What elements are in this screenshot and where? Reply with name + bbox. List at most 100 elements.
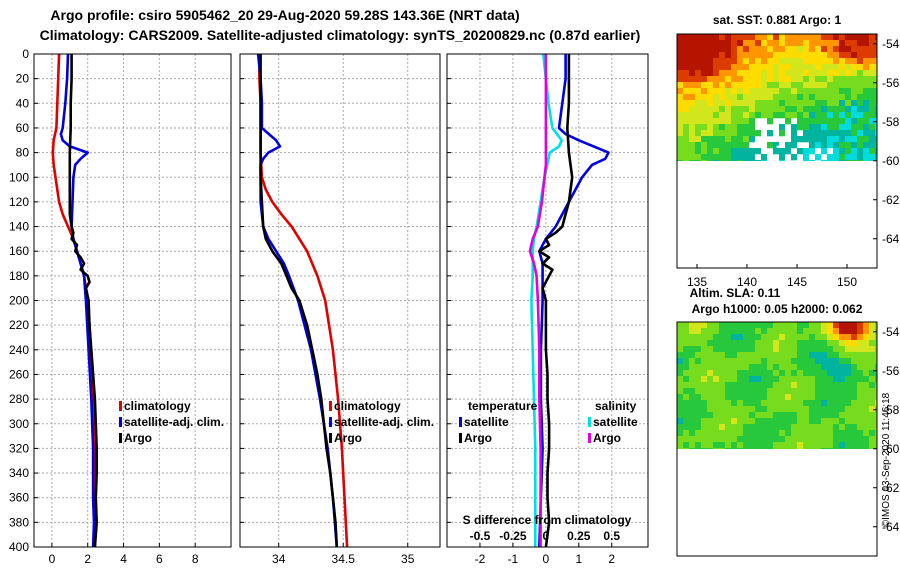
heatmap-cell <box>743 154 749 161</box>
heatmap-cell <box>779 388 785 395</box>
heatmap-cell <box>683 106 689 113</box>
y-tick-label: 140 <box>9 220 29 234</box>
heatmap-cell <box>797 58 803 65</box>
heatmap-cell <box>713 40 719 47</box>
heatmap-cell <box>689 370 695 377</box>
heatmap-cell <box>815 130 821 137</box>
heatmap-cell <box>809 418 815 425</box>
heatmap-cell <box>767 328 773 335</box>
heatmap-cell <box>719 118 725 125</box>
heatmap-cell <box>737 154 743 161</box>
heatmap-cell <box>713 442 719 449</box>
heatmap-cell <box>701 430 707 437</box>
heatmap-cell <box>755 448 761 450</box>
heatmap-cell <box>821 88 827 95</box>
y-tick-label: 40 <box>16 96 30 110</box>
heatmap-cell <box>701 388 707 395</box>
heatmap-cell <box>833 76 839 83</box>
heatmap-cell <box>737 376 743 383</box>
heatmap-cell <box>803 400 809 407</box>
heatmap-cell <box>761 112 767 119</box>
heatmap-cell <box>815 94 821 101</box>
heatmap-cell <box>869 94 875 101</box>
heatmap-cell <box>833 130 839 137</box>
heatmap-cell <box>845 436 851 443</box>
heatmap-cell <box>713 112 719 119</box>
heatmap-cell <box>707 400 713 407</box>
heatmap-cell <box>785 388 791 395</box>
heatmap-cell <box>731 34 737 41</box>
heatmap-cell <box>821 346 827 353</box>
heatmap-cell <box>767 82 773 89</box>
heatmap-cell <box>731 64 737 71</box>
heatmap-cell <box>815 430 821 437</box>
heatmap-cell <box>803 358 809 365</box>
heatmap-cell <box>713 130 719 137</box>
heatmap-cell <box>719 430 725 437</box>
heatmap-cell <box>875 46 877 53</box>
heatmap-cell <box>677 46 683 53</box>
heatmap-cell <box>857 64 863 71</box>
heatmap-cell <box>809 112 815 119</box>
heatmap-cell <box>839 154 845 161</box>
heatmap-cell <box>791 406 797 413</box>
heatmap-cell <box>689 34 695 41</box>
heatmap-cell <box>839 112 845 119</box>
heatmap-cell <box>833 430 839 437</box>
heatmap-cell <box>689 334 695 341</box>
heatmap-cell <box>731 328 737 335</box>
heatmap-cell <box>875 442 877 449</box>
heatmap-cell <box>725 346 731 353</box>
heatmap-cell <box>719 136 725 143</box>
heatmap-cell <box>845 328 851 335</box>
heatmap-cell <box>755 400 761 407</box>
plot-frame <box>33 53 232 548</box>
heatmap-cell <box>713 370 719 377</box>
heatmap-cell <box>821 382 827 389</box>
heatmap-cell <box>761 64 767 71</box>
heatmap-cell <box>821 388 827 395</box>
map-y-tick-label: -62 <box>882 193 900 207</box>
map-frame <box>676 321 878 557</box>
heatmap-cell <box>857 82 863 89</box>
heatmap-cell <box>677 436 683 443</box>
heatmap-cell <box>863 88 869 95</box>
heatmap-cell <box>689 64 695 71</box>
heatmap-cell <box>827 328 833 335</box>
heatmap-cell <box>803 118 809 125</box>
heatmap-cell <box>767 358 773 365</box>
heatmap-cell <box>749 394 755 401</box>
heatmap-cell <box>875 340 877 347</box>
heatmap-cell <box>713 424 719 431</box>
map-y-tick-label: -64 <box>882 520 900 534</box>
heatmap-cell <box>773 430 779 437</box>
heatmap-cell <box>719 34 725 41</box>
figure-title-line1: Argo profile: csiro 5905462_20 29-Aug-20… <box>50 7 519 23</box>
salinity-legend-swatch <box>329 417 332 427</box>
heatmap-cell <box>731 118 737 125</box>
heatmap-cell <box>815 406 821 413</box>
heatmap-cell <box>743 82 749 89</box>
heatmap-cell <box>803 58 809 65</box>
heatmap-cell <box>863 382 869 389</box>
heatmap-cell <box>725 364 731 371</box>
heatmap-cell <box>863 340 869 347</box>
heatmap-cell <box>677 376 683 383</box>
heatmap-cell <box>689 130 695 137</box>
heatmap-cell <box>851 154 857 161</box>
heatmap-cell <box>713 418 719 425</box>
heatmap-cell <box>761 346 767 353</box>
heatmap-cell <box>755 40 761 47</box>
heatmap-cell <box>737 436 743 443</box>
heatmap-cell <box>809 388 815 395</box>
map-y-tick-label: -60 <box>882 442 900 456</box>
heatmap-cell <box>863 46 869 53</box>
heatmap-cell <box>779 340 785 347</box>
heatmap-cell <box>875 412 877 419</box>
heatmap-cell <box>677 334 683 341</box>
heatmap-cell <box>779 64 785 71</box>
heatmap-cell <box>701 148 707 155</box>
heatmap-cell <box>833 370 839 377</box>
heatmap-cell <box>833 94 839 101</box>
heatmap-cell <box>701 376 707 383</box>
